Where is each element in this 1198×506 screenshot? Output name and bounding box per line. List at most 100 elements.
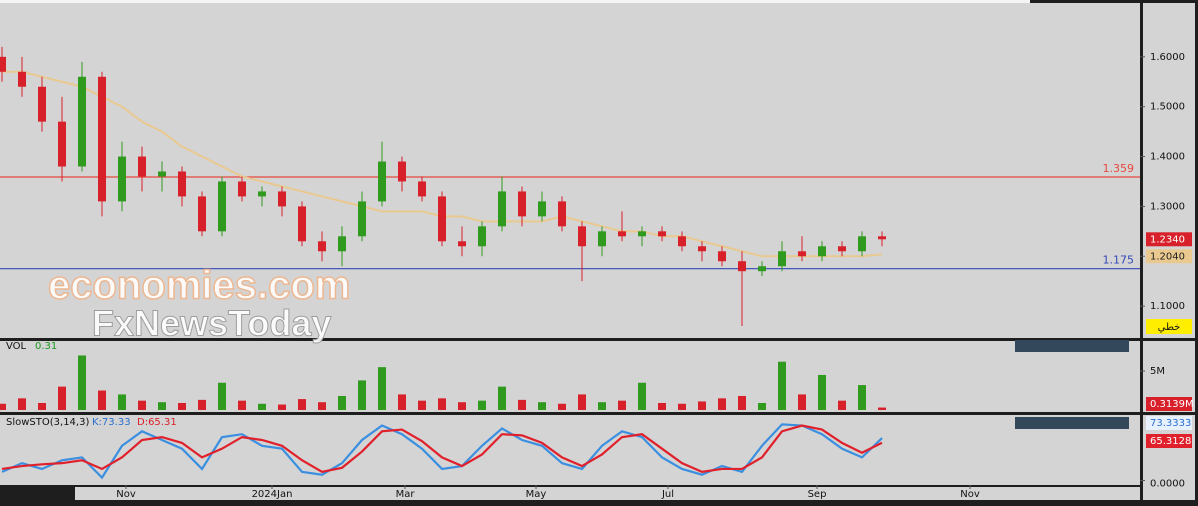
toolbar-bg xyxy=(1015,340,1129,352)
mode-label: خطي xyxy=(1158,322,1181,333)
panel-title: SlowSTO(3,14,3) xyxy=(6,417,89,428)
volume-bar xyxy=(638,382,646,410)
volume-bar xyxy=(418,400,426,410)
volume-bar xyxy=(18,398,26,410)
volume-bar xyxy=(398,394,406,410)
candle-body xyxy=(618,231,626,237)
volume-bar xyxy=(678,403,686,410)
volume-bar xyxy=(578,394,586,410)
volume-bar xyxy=(738,395,746,410)
legend-entry: D:65.31 xyxy=(137,417,177,428)
volume-bar xyxy=(618,400,626,410)
price-axis xyxy=(1143,3,1195,338)
volume-bar xyxy=(718,398,726,410)
candle-body xyxy=(218,181,226,232)
top-strip xyxy=(0,0,1030,3)
candle-body xyxy=(278,191,286,207)
candle-body xyxy=(238,181,246,197)
volume-bar xyxy=(158,402,166,410)
volume-bar xyxy=(658,402,666,410)
x-tick-label: Sep xyxy=(808,489,827,500)
panel-value: 0.31 xyxy=(35,341,57,352)
volume-bar xyxy=(58,386,66,410)
volume-bar xyxy=(178,402,186,410)
candle-body xyxy=(798,251,806,257)
price-tag-label: 1.2340 xyxy=(1150,234,1185,245)
candle-body xyxy=(578,226,586,247)
x-tick-label: 2024Jan xyxy=(252,489,293,500)
candle-body xyxy=(698,246,706,252)
toolbar xyxy=(1015,340,1129,429)
stoch-line xyxy=(1,424,883,474)
x-tick-label: Mar xyxy=(396,489,416,500)
watermark: economies.com xyxy=(48,264,350,308)
volume-bar xyxy=(198,399,206,410)
volume-bar xyxy=(778,361,786,410)
candle-body xyxy=(558,201,566,227)
volume-bar xyxy=(358,380,366,410)
candle-body xyxy=(458,241,466,247)
volume-bar xyxy=(278,404,286,410)
candle-body xyxy=(598,231,606,247)
volume-bar xyxy=(758,402,766,410)
volume-bar xyxy=(518,399,526,410)
y-tick-label: 1.4000 xyxy=(1150,152,1185,163)
volume-bar xyxy=(98,390,106,410)
y-tick-label: 1.3000 xyxy=(1150,201,1185,212)
candle-body xyxy=(38,86,46,122)
candle-body xyxy=(338,236,346,252)
candle-body xyxy=(378,161,386,202)
volume-bar xyxy=(378,367,386,410)
level-label: 1.359 xyxy=(1103,162,1135,175)
candle-body xyxy=(718,251,726,262)
volume-bar xyxy=(338,395,346,410)
candle-body xyxy=(158,171,166,177)
candle-body xyxy=(758,266,766,272)
volume-bar xyxy=(858,385,866,410)
candle-body xyxy=(198,196,206,232)
y-tick-label: 5M xyxy=(1150,366,1165,377)
candle-body xyxy=(778,251,786,267)
value-tag-label: 65.3128 xyxy=(1150,436,1191,447)
candle-body xyxy=(0,56,6,72)
volume-bar xyxy=(698,401,706,410)
candle-body xyxy=(258,191,266,197)
candle-body xyxy=(658,231,666,237)
candle-body xyxy=(18,71,26,87)
volume-bar xyxy=(238,400,246,410)
candle-body xyxy=(538,201,546,217)
volume-bar xyxy=(538,402,546,410)
y-tick-label: 1.5000 xyxy=(1150,102,1185,113)
candle-body xyxy=(738,261,746,272)
toolbar-bg xyxy=(1015,417,1129,429)
panel-title: VOL xyxy=(6,341,27,352)
candle-body xyxy=(118,156,126,202)
x-tick-label: Nov xyxy=(960,489,980,500)
candle-body xyxy=(358,201,366,237)
candle-body xyxy=(878,236,886,240)
y-tick-label: 1.6000 xyxy=(1150,52,1185,63)
value-tag-label: 73.3333 xyxy=(1150,418,1191,429)
mode-badge xyxy=(1146,319,1192,334)
candle-body xyxy=(138,156,146,177)
volume-bar xyxy=(298,399,306,410)
candle-body xyxy=(318,241,326,252)
candle-body xyxy=(638,231,646,237)
volume-bar xyxy=(558,403,566,410)
candle-body xyxy=(858,236,866,252)
price-tag-label: 1.2040 xyxy=(1150,251,1185,262)
volume-bar xyxy=(478,400,486,410)
y-tick-label: 0.0000 xyxy=(1150,479,1185,490)
candle-body xyxy=(818,246,826,257)
candle-body xyxy=(58,121,66,167)
volume-panel xyxy=(0,341,1140,412)
volume-bar xyxy=(218,382,226,410)
price-tag xyxy=(1146,249,1192,264)
y-tick-label: 1.1000 xyxy=(1150,301,1185,312)
candle-body xyxy=(838,246,846,252)
volume-bar xyxy=(38,402,46,410)
candle-body xyxy=(518,191,526,217)
volume-bar xyxy=(118,394,126,410)
price-panel xyxy=(0,3,1140,338)
